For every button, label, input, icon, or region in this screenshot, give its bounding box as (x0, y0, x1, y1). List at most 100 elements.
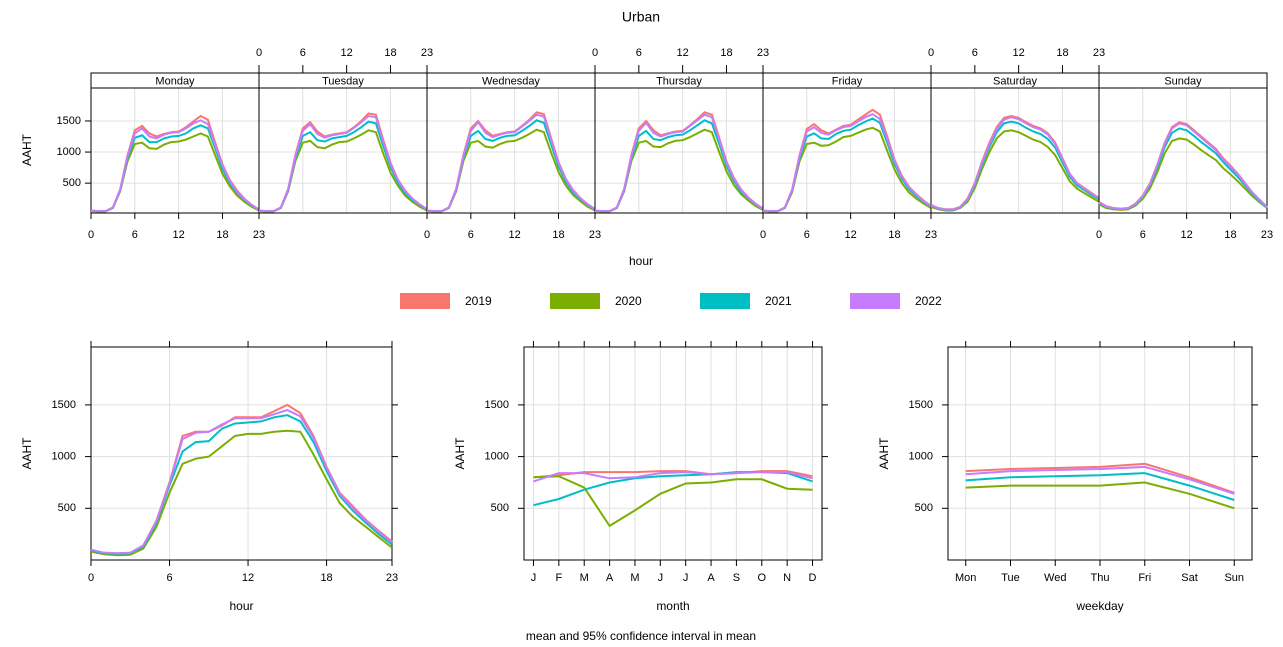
x-tick-label: 23 (1093, 47, 1105, 59)
data-line (533, 475, 813, 528)
x-tick-label: Sat (1181, 572, 1198, 584)
legend-swatch (400, 293, 450, 309)
data-line (258, 114, 428, 213)
x-axis-label: month (656, 599, 689, 613)
x-tick-label: 23 (386, 572, 398, 584)
x-axis-label: hour (629, 254, 653, 268)
x-tick-label: 6 (636, 47, 642, 59)
x-tick-label: 0 (928, 47, 934, 59)
panel-border (258, 87, 428, 214)
x-tick-label: 6 (972, 47, 978, 59)
data-line (258, 112, 428, 213)
y-tick-label: 1000 (485, 451, 509, 463)
panel-border (762, 87, 932, 214)
x-tick-label: S (733, 572, 740, 584)
x-tick-label: 18 (216, 229, 228, 241)
facet-label: Wednesday (482, 75, 540, 87)
facet-label: Thursday (656, 75, 702, 87)
x-tick-label: 23 (253, 229, 265, 241)
x-tick-label: Wed (1044, 572, 1066, 584)
data-line (426, 113, 596, 213)
x-tick-label: 6 (300, 47, 306, 59)
data-line (965, 472, 1235, 501)
data-line (965, 465, 1235, 495)
x-tick-label: 18 (552, 229, 564, 241)
data-line (594, 113, 764, 213)
x-tick-label: 12 (173, 229, 185, 241)
data-line (594, 111, 764, 213)
x-tick-label: Fri (1138, 572, 1151, 584)
legend-label: 2020 (615, 294, 642, 308)
x-tick-label: M (580, 572, 589, 584)
x-tick-label: 12 (1013, 47, 1025, 59)
data-line (762, 108, 932, 213)
panel-border (90, 87, 260, 214)
x-tick-label: Sun (1224, 572, 1244, 584)
x-tick-label: Mon (955, 572, 976, 584)
facet-label: Monday (155, 75, 195, 87)
data-line (965, 462, 1235, 494)
data-line (1098, 127, 1268, 211)
x-tick-label: A (606, 572, 614, 584)
panel-border (594, 87, 764, 214)
x-tick-label: 0 (1096, 229, 1102, 241)
x-tick-label: 6 (132, 229, 138, 241)
x-tick-label: O (758, 572, 767, 584)
chart-title: Urban (622, 9, 660, 25)
x-tick-label: 6 (804, 229, 810, 241)
x-tick-label: 23 (589, 229, 601, 241)
x-tick-label: 23 (925, 229, 937, 241)
data-line (762, 112, 932, 213)
x-tick-label: 0 (424, 229, 430, 241)
data-line (90, 403, 393, 555)
x-tick-label: J (531, 572, 537, 584)
y-axis-label: AAHT (453, 437, 467, 470)
x-tick-label: 6 (166, 572, 172, 584)
data-line (426, 111, 596, 213)
facet-label: Saturday (993, 75, 1038, 87)
x-tick-label: 18 (1056, 47, 1068, 59)
legend-label: 2022 (915, 294, 942, 308)
data-line (930, 114, 1100, 211)
data-line (930, 129, 1100, 212)
y-axis-label: AAHT (877, 437, 891, 470)
facet-label: Friday (832, 75, 863, 87)
legend-swatch (550, 293, 600, 309)
data-line (1098, 122, 1268, 211)
facet-label: Tuesday (322, 75, 364, 87)
x-tick-label: F (555, 572, 562, 584)
x-tick-label: 12 (341, 47, 353, 59)
x-tick-label: M (630, 572, 639, 584)
data-line (90, 409, 393, 555)
panel-border (426, 87, 596, 214)
panel-border (930, 87, 1100, 214)
x-tick-label: A (707, 572, 715, 584)
y-tick-label: 500 (915, 502, 933, 514)
x-tick-label: 18 (1224, 229, 1236, 241)
x-tick-label: Tue (1001, 572, 1020, 584)
y-tick-label: 1000 (57, 146, 81, 158)
data-line (90, 414, 393, 555)
y-tick-label: 1500 (52, 399, 76, 411)
y-tick-label: 500 (491, 502, 509, 514)
data-line (965, 481, 1235, 510)
facet-label: Sunday (1164, 75, 1202, 87)
y-tick-label: 1500 (909, 399, 933, 411)
x-tick-label: J (683, 572, 689, 584)
data-line (930, 116, 1100, 211)
x-tick-label: 12 (1181, 229, 1193, 241)
x-axis-label: weekday (1075, 599, 1123, 613)
panel-border (90, 346, 393, 561)
x-tick-label: D (809, 572, 817, 584)
x-tick-label: 18 (320, 572, 332, 584)
x-tick-label: 12 (509, 229, 521, 241)
x-tick-label: N (783, 572, 791, 584)
y-axis-label: AAHT (20, 437, 34, 470)
data-line (90, 429, 393, 557)
caption: mean and 95% confidence interval in mean (526, 629, 756, 643)
y-tick-label: 1000 (909, 451, 933, 463)
panel-border (1098, 87, 1268, 214)
legend-label: 2021 (765, 294, 792, 308)
data-line (1098, 121, 1268, 210)
x-tick-label: 0 (88, 229, 94, 241)
